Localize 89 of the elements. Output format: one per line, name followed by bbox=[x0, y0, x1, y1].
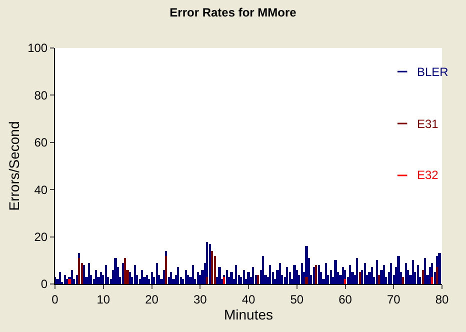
bar bbox=[417, 265, 419, 284]
bar bbox=[429, 267, 431, 284]
bar bbox=[64, 275, 66, 284]
y-tick-label: 80 bbox=[34, 88, 48, 102]
bar bbox=[301, 263, 303, 284]
bar bbox=[279, 263, 281, 284]
bar bbox=[383, 265, 385, 284]
bar bbox=[226, 270, 228, 284]
bar bbox=[122, 263, 124, 284]
bar bbox=[349, 265, 351, 284]
bar bbox=[114, 258, 117, 284]
bar bbox=[342, 267, 344, 284]
bar bbox=[293, 265, 296, 284]
bar bbox=[402, 277, 404, 284]
bar bbox=[330, 270, 332, 284]
bar bbox=[318, 265, 320, 284]
bar bbox=[356, 258, 358, 284]
bar bbox=[390, 263, 392, 284]
bar bbox=[397, 256, 400, 284]
bar bbox=[100, 272, 102, 284]
bar bbox=[151, 272, 153, 284]
bar bbox=[95, 270, 97, 284]
x-tick-label: 80 bbox=[435, 292, 449, 306]
bar bbox=[156, 263, 158, 284]
y-tick-label: 0 bbox=[40, 277, 48, 292]
bar bbox=[170, 272, 172, 284]
bar bbox=[376, 260, 378, 284]
bar bbox=[334, 260, 337, 284]
bar bbox=[269, 265, 271, 284]
x-tick-label: 10 bbox=[96, 292, 110, 306]
bar bbox=[438, 253, 441, 284]
bar bbox=[422, 270, 424, 284]
bar bbox=[209, 244, 211, 284]
x-tick-label: 60 bbox=[338, 292, 352, 306]
legend-label: E31 bbox=[417, 117, 439, 131]
bar bbox=[197, 272, 199, 284]
x-tick-label: 50 bbox=[290, 292, 304, 306]
bar bbox=[105, 265, 107, 284]
bar bbox=[71, 270, 73, 284]
bar bbox=[235, 265, 237, 284]
bar bbox=[431, 277, 433, 284]
legend-label: BLER bbox=[417, 65, 449, 79]
x-tick-label: 70 bbox=[386, 292, 401, 306]
bar bbox=[412, 260, 414, 284]
bar bbox=[134, 265, 136, 284]
bar bbox=[262, 256, 264, 284]
bar bbox=[405, 263, 407, 284]
x-tick-label: 20 bbox=[145, 292, 159, 306]
x-tick-label: 30 bbox=[193, 292, 208, 306]
bar bbox=[325, 263, 327, 284]
bar bbox=[146, 275, 148, 284]
bar bbox=[243, 270, 245, 284]
bar bbox=[88, 263, 90, 284]
bar bbox=[192, 265, 194, 284]
bar bbox=[364, 263, 366, 284]
bar bbox=[129, 272, 131, 284]
bar bbox=[185, 270, 187, 284]
bar bbox=[163, 270, 165, 284]
bar bbox=[305, 277, 308, 284]
bar bbox=[424, 258, 426, 284]
bar bbox=[76, 275, 78, 284]
y-tick-label: 20 bbox=[34, 230, 48, 244]
bar bbox=[252, 267, 254, 284]
bar bbox=[66, 279, 68, 284]
bar bbox=[247, 272, 250, 284]
bar bbox=[218, 267, 221, 284]
bar bbox=[206, 277, 208, 284]
x-tick-label: 40 bbox=[242, 292, 256, 306]
bar bbox=[286, 267, 288, 284]
chart-title: Error Rates for MMore bbox=[170, 6, 297, 20]
y-tick-label: 60 bbox=[34, 136, 48, 150]
legend-label: E32 bbox=[417, 168, 439, 182]
x-axis-title: Minutes bbox=[224, 306, 274, 323]
y-tick-label: 100 bbox=[28, 41, 48, 56]
x-tick-label: 0 bbox=[52, 292, 59, 306]
bar bbox=[371, 267, 373, 284]
bar bbox=[211, 251, 213, 284]
bar bbox=[230, 272, 233, 284]
bar bbox=[344, 279, 346, 284]
bar bbox=[177, 267, 179, 284]
y-axis-title: Errors/Second bbox=[6, 121, 22, 211]
bar bbox=[59, 272, 61, 284]
bar bbox=[78, 258, 80, 284]
bar bbox=[378, 275, 380, 284]
bar bbox=[124, 258, 126, 284]
bar bbox=[141, 270, 143, 284]
y-tick-label: 40 bbox=[34, 182, 48, 197]
bar bbox=[436, 267, 438, 284]
bar bbox=[165, 256, 167, 284]
